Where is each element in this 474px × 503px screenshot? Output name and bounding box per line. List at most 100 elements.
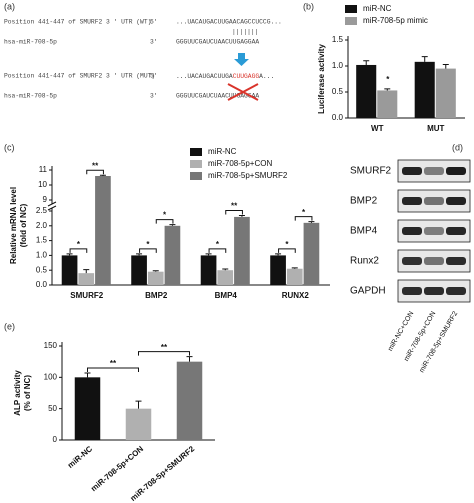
legend-label: miR-708-5p+SMURF2 <box>208 171 288 180</box>
seq-name: hsa-miR-708-5p <box>4 39 57 46</box>
sequence: GGGUUCGAUCUAACUUGAGGAA <box>176 93 259 100</box>
panel-a: (a) Position 441-447 of SMURF2 3 ' UTR (… <box>4 1 282 101</box>
y-tick-label: 2.0 <box>36 221 48 230</box>
sig-bracket <box>139 248 157 253</box>
sig-bracket <box>278 248 296 253</box>
sig-bracket <box>69 248 88 253</box>
legend-swatch <box>345 5 357 13</box>
panel-label: (e) <box>4 321 15 331</box>
sequence: ...UACAUGACUUGACUUGAGGA... <box>176 73 274 80</box>
seq-name: Position 441-447 of SMURF2 3 ' UTR (WT) <box>4 19 151 26</box>
y-tick-label: 9 <box>43 195 48 204</box>
x-tick-label: miR-NC <box>66 444 94 470</box>
band <box>446 287 466 295</box>
y-axis-label: ALP activity <box>13 370 22 416</box>
bar <box>377 90 398 118</box>
x-tick-label: BMP4 <box>215 291 238 300</box>
sig-label: * <box>386 75 390 84</box>
error-bar <box>205 253 212 256</box>
bar <box>270 255 286 285</box>
band <box>424 287 444 295</box>
sig-label: * <box>285 240 289 249</box>
bar <box>176 361 203 440</box>
error-bar <box>442 63 449 69</box>
error-bar <box>363 60 370 65</box>
error-bar <box>384 88 391 91</box>
protein-label: BMP2 <box>350 196 378 207</box>
panel-label: (d) <box>452 142 463 152</box>
bar <box>74 377 101 440</box>
sig-bracket <box>87 367 139 372</box>
y-tick-label: 10 <box>38 180 47 189</box>
sig-bracket <box>294 216 313 221</box>
band <box>446 167 466 175</box>
sig-label: * <box>163 211 167 220</box>
legend-swatch <box>190 160 202 168</box>
y-tick-label: 1.5 <box>332 35 344 44</box>
y-tick-label: 2.5 <box>36 206 48 215</box>
error-bar <box>84 372 91 378</box>
seq-part: A... <box>259 73 274 80</box>
panel-label: (c) <box>4 142 15 152</box>
legend-swatch <box>190 172 202 180</box>
y-tick-label: 1.0 <box>36 251 48 260</box>
sig-label: ** <box>92 161 99 170</box>
bar <box>200 255 217 285</box>
sig-label: * <box>216 240 220 249</box>
x-tick-label: SMURF2 <box>70 291 103 300</box>
sig-bracket <box>225 209 243 215</box>
panel-label: (b) <box>303 1 314 11</box>
x-tick-label: RUNX2 <box>282 291 310 300</box>
protein-label: BMP4 <box>350 226 378 237</box>
legend-label: miR-708-5p mimic <box>363 16 428 25</box>
error-bar <box>275 253 282 256</box>
y-tick-label: 0.0 <box>332 113 344 122</box>
mutated-part: CUUGAGG <box>233 73 260 80</box>
x-tick-label: BMP2 <box>145 291 168 300</box>
band <box>402 227 422 235</box>
y-axis-label: (fold of NC) <box>19 203 28 247</box>
sig-label: ** <box>161 343 168 352</box>
legend-swatch <box>345 17 357 25</box>
error-bar <box>222 268 229 271</box>
y-tick-label: 11 <box>39 165 48 174</box>
bar <box>164 225 181 285</box>
y-tick-label: 150 <box>44 341 58 350</box>
bar <box>234 216 250 285</box>
arrow <box>234 53 249 66</box>
error-bar <box>169 224 176 226</box>
axis-break <box>47 201 57 211</box>
error-bar <box>135 400 142 409</box>
sig-label: * <box>146 240 150 249</box>
bar <box>286 268 303 285</box>
error-bar <box>83 269 90 274</box>
protein-label: GAPDH <box>350 286 386 297</box>
seq-name: hsa-miR-708-5p <box>4 93 57 100</box>
x-tick-label: WT <box>371 124 384 133</box>
seq-name: Position 441-447 of SMURF2 3 ' UTR (MUT) <box>4 73 155 80</box>
bar <box>95 176 111 285</box>
band <box>424 197 444 205</box>
y-tick-label: 0.0 <box>36 280 48 289</box>
band <box>402 287 422 295</box>
y-tick-label: 0 <box>53 435 58 444</box>
band <box>402 257 422 265</box>
bar <box>303 222 320 285</box>
y-tick-label: 1.0 <box>332 61 344 70</box>
legend-label: miR-NC <box>363 4 392 13</box>
x-tick-label: miR-708-5p+CON <box>89 444 145 493</box>
panel-label: (a) <box>4 1 15 11</box>
seq-end: 3' <box>150 39 158 46</box>
band <box>446 197 466 205</box>
error-bar <box>66 253 73 256</box>
sig-bracket <box>138 351 190 356</box>
sig-bracket <box>208 248 227 253</box>
y-axis-label: (% of NC) <box>23 375 32 411</box>
bar <box>435 68 456 118</box>
band <box>424 167 444 175</box>
seq-part: ...UACAUGACUUGA <box>176 73 233 80</box>
panel-d: (d) <box>452 142 463 152</box>
legend-label: miR-708-5p+CON <box>208 159 272 168</box>
error-bar <box>136 253 143 256</box>
